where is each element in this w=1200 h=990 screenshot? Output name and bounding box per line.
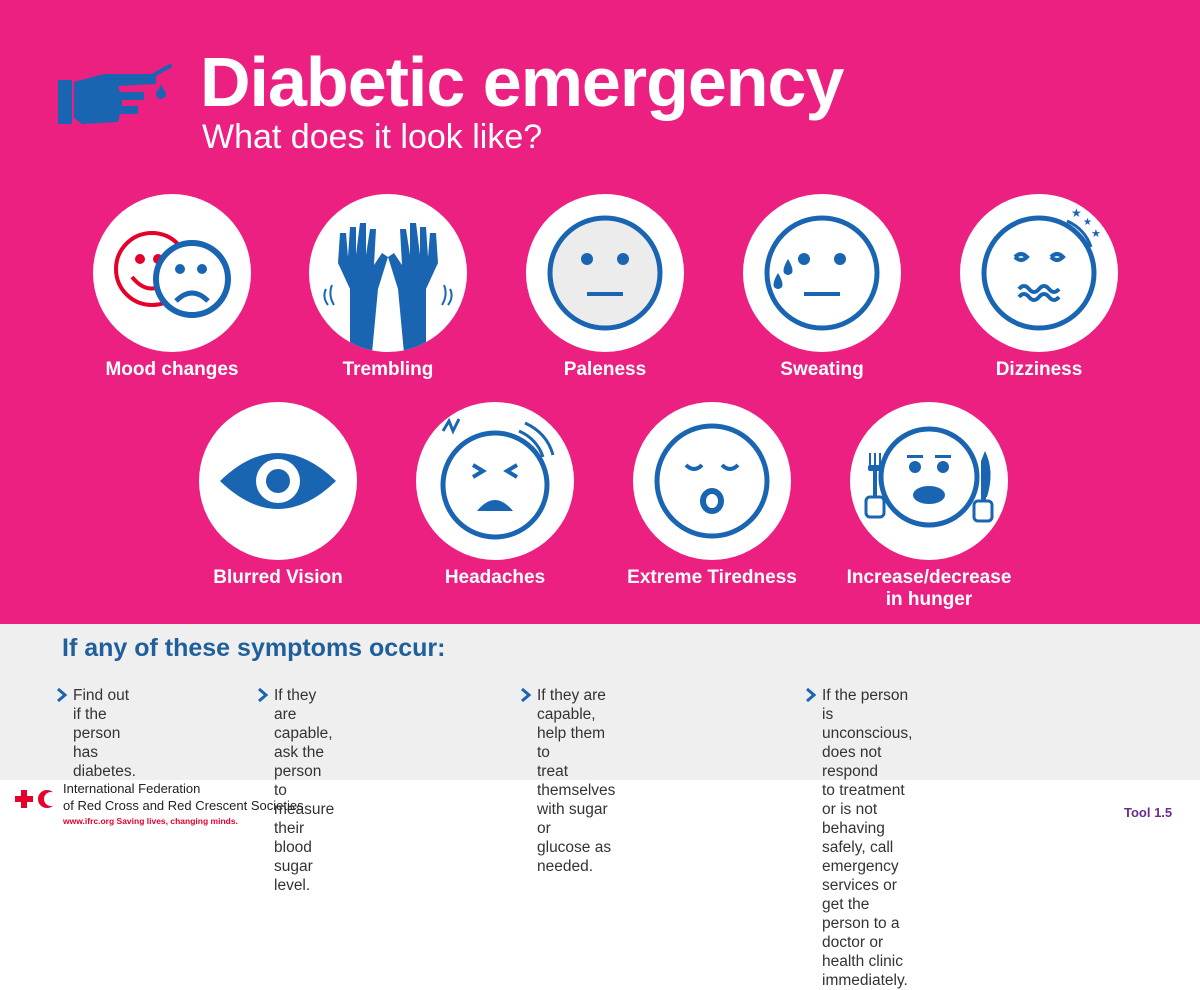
trembling-hands-icon (309, 194, 467, 352)
pale-face-icon (526, 194, 684, 352)
symptom-label: Trembling (342, 359, 434, 380)
actions-heading: If any of these symptoms occur: (62, 634, 446, 662)
symptom-label: Paleness (563, 359, 647, 380)
action-step-text: If the person is unconscious, does not r… (822, 687, 913, 989)
dizzy-face-icon: ★ ★ ★ (960, 194, 1118, 352)
tagline-link[interactable]: www.ifrc.org Saving lives, changing mind… (63, 816, 238, 826)
mood-faces-icon (93, 194, 251, 352)
chevron-right-icon (521, 688, 531, 702)
symptom-extreme-tiredness: Extreme Tiredness (617, 401, 807, 589)
symptom-hunger: Increase/decrease in hunger (834, 401, 1024, 611)
symptom-label: Increase/decrease in hunger (846, 567, 1012, 610)
symptom-label: Mood changes (105, 359, 239, 380)
symptom-label: Dizziness (995, 359, 1083, 380)
headache-face-icon (416, 402, 574, 560)
chevron-right-icon (57, 688, 67, 702)
pointing-hand-icon (58, 64, 172, 124)
action-step-text: Find out if the person has diabetes. (73, 687, 136, 780)
chevron-right-icon (806, 688, 816, 702)
chevron-right-icon (258, 688, 268, 702)
red-cross-crescent-logo (15, 790, 58, 808)
svg-text:★: ★ (1083, 217, 1092, 228)
svg-text:★: ★ (1091, 227, 1101, 240)
org-name-line2: of Red Cross and Red Crescent Societies (63, 798, 304, 813)
symptom-mood-changes: Mood changes (77, 193, 267, 381)
svg-text:★: ★ (1071, 206, 1082, 220)
page-title: Diabetic emergency (200, 43, 844, 121)
symptom-blurred-vision: Blurred Vision (183, 401, 373, 589)
symptom-label: Extreme Tiredness (627, 567, 797, 588)
symptom-dizziness: ★ ★ ★ Dizziness (944, 193, 1134, 381)
symptom-trembling: Trembling (293, 193, 483, 381)
eye-icon (199, 402, 357, 560)
action-step-text: If they are capable, ask the person to m… (274, 687, 335, 894)
tired-face-icon (633, 402, 791, 560)
symptom-paleness: Paleness (510, 193, 700, 381)
actions-panel (0, 624, 1200, 780)
symptom-label: Headaches (444, 567, 546, 588)
symptom-headaches: Headaches (400, 401, 590, 589)
symptom-label: Sweating (780, 359, 864, 380)
page-subtitle: What does it look like? (202, 118, 543, 156)
tool-number: Tool 1.5 (1124, 805, 1173, 820)
footer (0, 780, 1200, 848)
org-name-line1: International Federation (63, 781, 201, 796)
sweating-face-icon (743, 194, 901, 352)
hunger-face-icon (850, 402, 1008, 560)
symptom-sweating: Sweating (727, 193, 917, 381)
symptom-label: Blurred Vision (213, 567, 343, 588)
